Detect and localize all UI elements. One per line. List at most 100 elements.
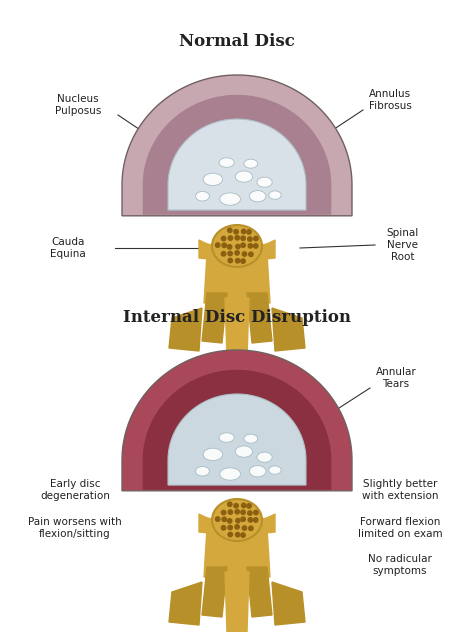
Circle shape — [228, 525, 232, 530]
Circle shape — [241, 259, 245, 264]
Circle shape — [228, 532, 232, 537]
Circle shape — [254, 518, 258, 522]
Ellipse shape — [212, 499, 262, 541]
Ellipse shape — [249, 191, 266, 202]
Polygon shape — [143, 95, 331, 215]
Ellipse shape — [220, 193, 240, 205]
Text: Annular
Tears: Annular Tears — [375, 367, 416, 389]
Ellipse shape — [203, 448, 222, 461]
Circle shape — [234, 504, 238, 508]
Polygon shape — [225, 572, 249, 632]
Text: Slightly better
with extension: Slightly better with extension — [362, 479, 438, 501]
Text: Forward flexion
limited on exam: Forward flexion limited on exam — [358, 517, 442, 539]
Circle shape — [221, 252, 226, 256]
Polygon shape — [225, 298, 249, 373]
Circle shape — [241, 503, 246, 507]
Circle shape — [241, 236, 245, 240]
Ellipse shape — [196, 191, 210, 201]
Circle shape — [228, 252, 232, 256]
Polygon shape — [202, 567, 227, 617]
Ellipse shape — [269, 466, 281, 474]
Ellipse shape — [203, 173, 222, 186]
Text: Annulus
Fibrosus: Annulus Fibrosus — [369, 89, 411, 111]
Circle shape — [236, 533, 240, 537]
Circle shape — [254, 510, 258, 514]
Polygon shape — [168, 119, 306, 210]
Circle shape — [221, 511, 226, 514]
Ellipse shape — [269, 191, 281, 199]
Circle shape — [241, 229, 246, 234]
Circle shape — [247, 230, 251, 234]
Polygon shape — [122, 350, 352, 491]
Circle shape — [235, 509, 239, 514]
Circle shape — [216, 517, 220, 521]
Polygon shape — [247, 293, 272, 343]
Polygon shape — [143, 370, 331, 490]
Circle shape — [228, 519, 232, 523]
Ellipse shape — [257, 452, 272, 462]
Polygon shape — [122, 75, 352, 216]
Circle shape — [221, 236, 226, 241]
Ellipse shape — [235, 171, 253, 182]
Circle shape — [236, 518, 240, 523]
Circle shape — [241, 243, 246, 247]
Circle shape — [248, 244, 253, 248]
Circle shape — [241, 517, 246, 521]
Ellipse shape — [219, 433, 234, 442]
Circle shape — [242, 252, 246, 256]
Polygon shape — [169, 582, 202, 625]
Polygon shape — [168, 394, 306, 485]
Polygon shape — [204, 532, 270, 577]
Ellipse shape — [219, 158, 234, 167]
Ellipse shape — [212, 225, 262, 267]
Text: Cauda
Equina: Cauda Equina — [50, 237, 86, 258]
Circle shape — [248, 518, 253, 522]
Circle shape — [228, 510, 233, 514]
Circle shape — [248, 511, 252, 515]
Text: Internal Disc Disruption: Internal Disc Disruption — [123, 310, 351, 327]
Circle shape — [228, 228, 232, 233]
Polygon shape — [272, 582, 305, 625]
Circle shape — [222, 517, 227, 521]
Polygon shape — [169, 308, 202, 351]
Text: Nucleus
Pulposus: Nucleus Pulposus — [55, 94, 101, 116]
Circle shape — [234, 229, 238, 234]
Circle shape — [249, 526, 253, 530]
Circle shape — [236, 245, 240, 249]
Circle shape — [235, 236, 239, 240]
Circle shape — [228, 502, 232, 506]
Circle shape — [228, 258, 232, 263]
Circle shape — [247, 504, 251, 508]
Ellipse shape — [249, 466, 266, 477]
Circle shape — [235, 525, 239, 529]
Circle shape — [228, 245, 232, 249]
Polygon shape — [272, 308, 305, 351]
Circle shape — [242, 526, 246, 530]
Circle shape — [241, 533, 245, 537]
Circle shape — [236, 258, 240, 263]
Circle shape — [249, 252, 253, 257]
Circle shape — [241, 510, 245, 514]
Polygon shape — [199, 514, 229, 533]
Circle shape — [228, 236, 233, 240]
Polygon shape — [247, 567, 272, 617]
Text: Early disc
degeneration: Early disc degeneration — [40, 479, 110, 501]
Circle shape — [221, 526, 226, 530]
Circle shape — [222, 243, 227, 248]
Polygon shape — [204, 258, 270, 303]
Text: Pain worsens with
flexion/sitting: Pain worsens with flexion/sitting — [28, 517, 122, 539]
Ellipse shape — [235, 446, 253, 457]
Text: No radicular
symptoms: No radicular symptoms — [368, 554, 432, 576]
Polygon shape — [202, 293, 227, 343]
Ellipse shape — [257, 177, 272, 187]
Ellipse shape — [196, 466, 210, 476]
Text: Normal Disc: Normal Disc — [179, 33, 295, 51]
Ellipse shape — [244, 159, 258, 168]
Ellipse shape — [220, 468, 240, 480]
Circle shape — [254, 236, 258, 241]
Polygon shape — [245, 514, 275, 533]
Ellipse shape — [244, 434, 258, 443]
Polygon shape — [245, 240, 275, 259]
Circle shape — [235, 251, 239, 255]
Circle shape — [216, 243, 220, 247]
